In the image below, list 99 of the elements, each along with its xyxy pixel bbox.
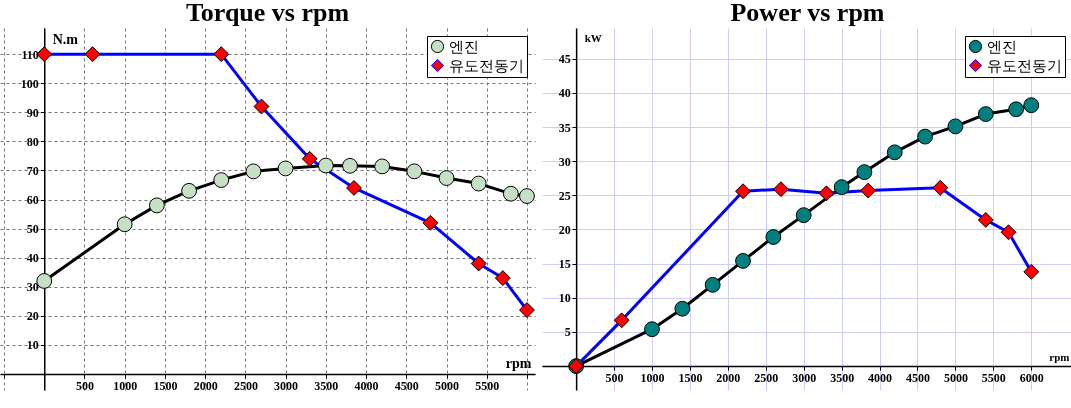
x-tick-label: 2500 xyxy=(233,378,258,393)
point xyxy=(773,181,789,198)
x-tick-label: 1000 xyxy=(113,378,138,393)
x-tick-label: 5500 xyxy=(475,378,500,393)
point xyxy=(519,188,535,204)
legend-label: 유도전동기 xyxy=(987,56,1062,75)
point xyxy=(704,276,721,293)
x-tick-label: 1500 xyxy=(153,378,178,393)
point xyxy=(860,182,877,199)
point xyxy=(856,164,873,181)
x-tick-label: 3000 xyxy=(274,378,299,393)
point xyxy=(374,158,391,175)
point xyxy=(833,179,850,196)
point xyxy=(644,321,660,338)
point xyxy=(1023,97,1040,114)
x-tick-label: 500 xyxy=(75,378,94,393)
y-tick-label: 10 xyxy=(26,338,39,353)
point xyxy=(977,106,994,122)
point xyxy=(346,180,362,196)
y-tick-label: 90 xyxy=(26,105,39,120)
y-axis-title: kW xyxy=(584,31,602,44)
y-tick-label: 40 xyxy=(26,251,39,266)
point xyxy=(735,253,751,269)
y-tick-label: 80 xyxy=(26,134,39,149)
x-tick-label: 2000 xyxy=(716,370,741,385)
x-tick-label: 4000 xyxy=(868,370,893,385)
point xyxy=(765,229,782,245)
x-tick-label: 5500 xyxy=(981,370,1006,385)
point xyxy=(470,255,487,272)
x-tick-label: 4500 xyxy=(905,370,930,385)
point xyxy=(977,212,994,228)
point xyxy=(301,150,318,167)
point xyxy=(1000,224,1017,241)
point xyxy=(317,157,334,174)
y-tick-label: 25 xyxy=(558,188,571,203)
y-tick-label: 20 xyxy=(26,309,39,324)
point xyxy=(148,197,165,214)
point xyxy=(1023,263,1040,280)
legend-label: 엔진 xyxy=(449,37,479,56)
x-tick-label: 5000 xyxy=(943,370,968,385)
x-axis-title: rpm xyxy=(505,355,532,371)
point xyxy=(917,128,933,145)
point xyxy=(213,46,230,63)
x-tick-label: 3000 xyxy=(792,370,817,385)
y-tick-label: 45 xyxy=(558,52,571,67)
y-axis-title: N.m xyxy=(52,31,79,47)
point xyxy=(502,185,519,202)
point xyxy=(245,163,262,180)
y-tick-label: 5 xyxy=(564,325,571,340)
point xyxy=(422,214,439,231)
point xyxy=(613,312,630,329)
point xyxy=(342,157,358,174)
point xyxy=(494,270,511,286)
point xyxy=(886,144,903,161)
point xyxy=(674,300,691,317)
point xyxy=(406,163,423,180)
x-tick-label: 6000 xyxy=(1019,370,1044,385)
y-tick-label: 10 xyxy=(558,291,571,306)
point xyxy=(735,183,751,200)
point xyxy=(818,185,835,202)
x-tick-label: 4500 xyxy=(394,378,419,393)
x-tick-label: 2000 xyxy=(193,378,218,393)
y-tick-label: 20 xyxy=(558,222,571,237)
y-tick-label: 30 xyxy=(558,154,571,169)
x-tick-label: 1000 xyxy=(640,370,665,385)
point xyxy=(470,175,487,192)
point xyxy=(277,160,294,177)
legend-label: 엔진 xyxy=(987,37,1017,56)
point xyxy=(795,207,812,224)
point xyxy=(84,46,101,63)
point xyxy=(253,98,270,115)
legend-label: 유도전동기 xyxy=(449,56,524,75)
x-tick-label: 4000 xyxy=(354,378,379,393)
x-tick-label: 1500 xyxy=(678,370,703,385)
x-tick-label: 3500 xyxy=(314,378,339,393)
y-tick-label: 15 xyxy=(558,257,571,272)
y-tick-label: 100 xyxy=(20,76,39,91)
y-tick-label: 70 xyxy=(26,163,39,178)
x-tick-label: 500 xyxy=(605,370,624,385)
chart-title: Torque vs rpm xyxy=(185,0,350,27)
x-tick-label: 5000 xyxy=(435,378,459,393)
x-tick-label: 3500 xyxy=(830,370,855,385)
x-axis-title: rpm xyxy=(1049,350,1070,363)
y-tick-label: 60 xyxy=(26,193,39,208)
y-tick-label: 35 xyxy=(558,120,571,135)
point xyxy=(519,302,535,318)
point xyxy=(932,179,949,196)
x-tick-label: 2500 xyxy=(754,370,779,385)
point xyxy=(213,172,230,188)
point xyxy=(438,170,455,186)
point xyxy=(1008,101,1025,118)
y-tick-label: 40 xyxy=(558,86,571,101)
chart-title: Power vs rpm xyxy=(730,0,885,27)
point xyxy=(181,182,197,199)
y-tick-label: 110 xyxy=(21,47,39,62)
point xyxy=(116,216,133,233)
y-tick-label: 30 xyxy=(26,280,39,295)
point xyxy=(947,118,964,135)
y-tick-label: 50 xyxy=(26,222,39,237)
